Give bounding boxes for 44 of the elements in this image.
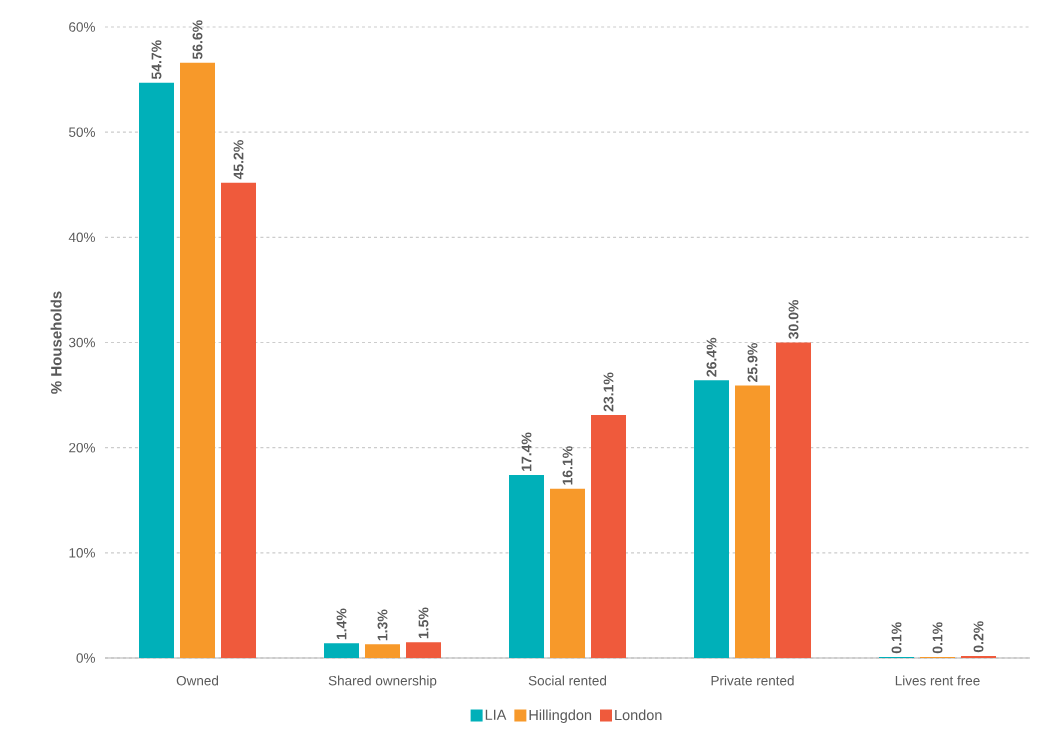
data-label: 1.5% [418,607,429,639]
bar [139,82,174,658]
legend-label: LIA [485,709,507,720]
bar [694,380,730,658]
x-tick-label: Lives rent free [895,675,980,686]
bar [324,643,359,658]
bar [550,488,586,658]
data-label: 54.7% [151,40,162,80]
x-tick-label: Private rented [711,675,794,686]
data-label: 16.1% [562,446,573,485]
data-label: 30.0% [788,299,799,339]
data-label: 26.4% [706,337,717,377]
data-label: 1.4% [336,608,347,640]
x-tick-label: Owned [176,675,219,686]
legend-label: London [615,709,662,721]
data-label: 0.2% [973,621,984,653]
y-tick-label: 40% [68,232,95,243]
y-tick-label: 10% [69,548,95,558]
y-tick-label: 0% [76,653,95,663]
data-label: 23.1% [603,372,614,412]
bar [961,655,997,658]
data-label: 1.3% [377,609,388,641]
y-tick-label: 50% [69,127,95,137]
bar [365,644,400,658]
y-tick-label: 30% [68,337,95,348]
data-label: 45.2% [233,140,244,180]
y-tick-label: 60% [69,22,95,32]
x-tick-label: Shared ownership [328,675,437,689]
data-label: 17.4% [521,432,532,471]
x-tick-label: Social rented [528,675,607,686]
y-tick-label: 20% [69,442,95,453]
bar [776,342,812,658]
bar [735,385,771,658]
bar [591,415,627,658]
data-label: 56.6% [192,20,203,60]
bar [180,62,215,658]
legend-label: Hillingdon [529,709,592,724]
bar [406,642,441,658]
data-label: 25.9% [747,343,758,382]
bar [221,182,256,658]
bar [509,475,544,658]
data-label: 0.1% [891,622,902,654]
data-label: 0.1% [932,622,943,654]
y-axis-title: % Households [50,291,62,394]
